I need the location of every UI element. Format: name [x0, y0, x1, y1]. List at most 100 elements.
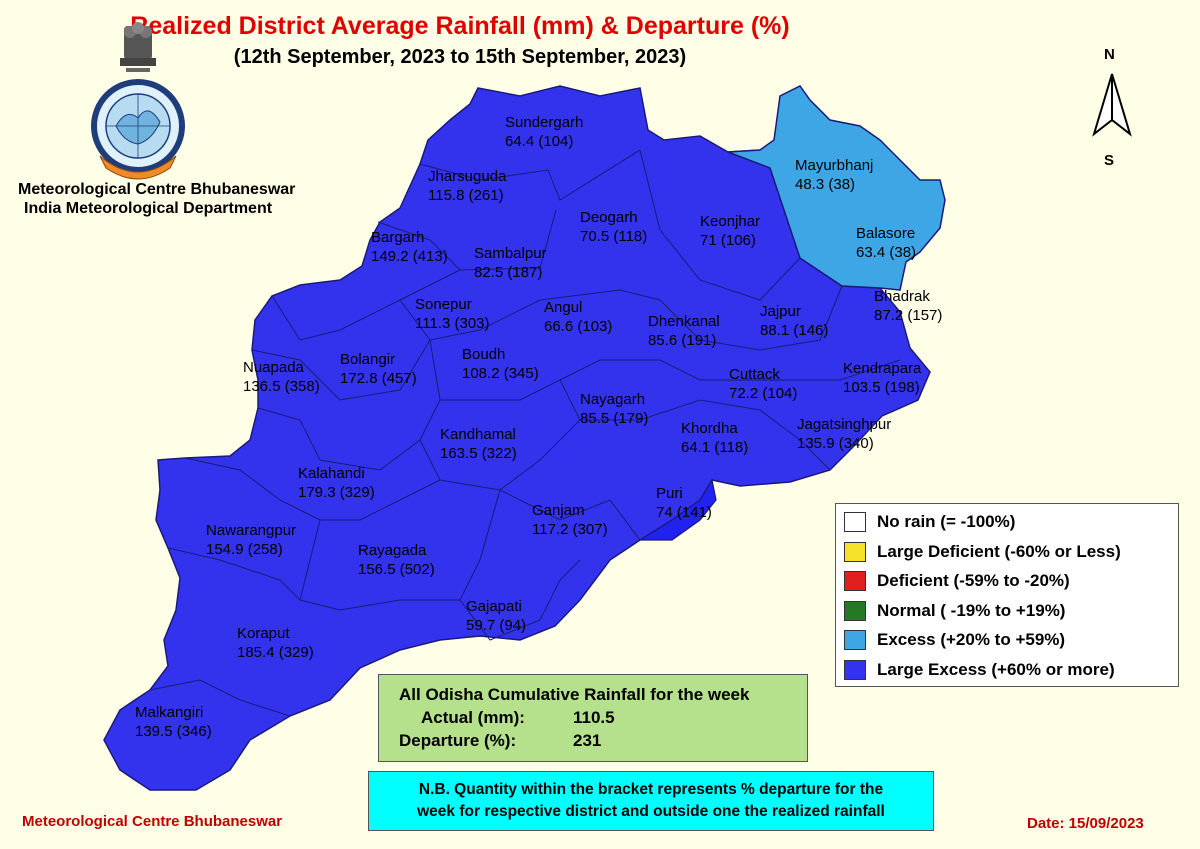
summary-heading: All Odisha Cumulative Rainfall for the w… [399, 685, 750, 704]
district-value-cuttack: 72.2 (104) [729, 385, 797, 402]
district-name-jagatsinghpur: Jagatsinghpur [797, 416, 891, 433]
district-value-bolangir: 172.8 (457) [340, 370, 417, 387]
summary-actual-label: Actual (mm): [421, 708, 525, 727]
district-name-nuapada: Nuapada [243, 359, 305, 376]
district-value-ganjam: 117.2 (307) [532, 521, 608, 538]
excess-region [727, 85, 946, 291]
district-name-nayagarh: Nayagarh [580, 391, 645, 408]
legend-label: Normal ( -19% to +19%) [877, 600, 1066, 620]
legend-label: No rain (= -100%) [877, 512, 1016, 531]
district-name-rayagada: Rayagada [358, 542, 427, 559]
legend: No rain (= -100%) Large Deficient (-60% o… [835, 503, 1179, 687]
legend-swatch [844, 571, 866, 591]
footer-org: Meteorological Centre Bhubaneswar [22, 813, 283, 830]
district-value-bargarh: 149.2 (413) [371, 248, 448, 265]
imd-logo [91, 22, 185, 180]
legend-item: Large Excess (+60% or more) [844, 658, 1115, 682]
district-value-nuapada: 136.5 (358) [243, 378, 320, 395]
legend-swatch [844, 541, 866, 562]
note-box: N.B. Quantity within the bracket represe… [368, 771, 934, 831]
district-name-bhadrak: Bhadrak [874, 288, 930, 305]
district-value-jagatsinghpur: 135.9 (340) [797, 435, 874, 452]
legend-label: Large Deficient (-60% or Less) [877, 541, 1121, 561]
district-name-khordha: Khordha [681, 420, 738, 437]
district-value-nayagarh: 85.5 (179) [580, 410, 648, 427]
district-name-malkangiri: Malkangiri [135, 704, 203, 721]
district-name-boudh: Boudh [462, 346, 505, 363]
district-name-gajapati: Gajapati [466, 598, 522, 615]
district-value-jharsuguda: 115.8 (261) [428, 187, 504, 204]
note-line1: N.B. Quantity within the bracket represe… [418, 781, 884, 798]
district-name-sundergarh: Sundergarh [505, 114, 583, 131]
district-name-cuttack: Cuttack [729, 366, 780, 383]
note-line2: week for respective district and outside… [417, 803, 885, 820]
district-value-puri: 74 (141) [656, 504, 712, 521]
org-name-line2: India Meteorological Department [24, 200, 273, 217]
map-title: Realized District Average Rainfall (mm) … [130, 12, 790, 40]
district-value-malkangiri: 139.5 (346) [135, 723, 212, 740]
district-name-balasore: Balasore [856, 225, 915, 242]
district-name-koraput: Koraput [237, 625, 290, 642]
district-value-balasore: 63.4 (38) [856, 244, 916, 261]
seal-icon [91, 79, 185, 180]
district-name-kalahandi: Kalahandi [298, 465, 365, 482]
district-value-jajpur: 88.1 (146) [760, 322, 828, 339]
compass-south-label: S [1104, 152, 1115, 169]
district-value-dhenkanal: 85.6 (191) [648, 332, 716, 349]
district-value-gajapati: 59.7 (94) [466, 617, 526, 634]
legend-item: Excess (+20% to +59%) [844, 628, 1065, 652]
district-borders [149, 149, 901, 717]
district-name-bargarh: Bargarh [371, 229, 424, 246]
legend-item: No rain (= -100%) [844, 510, 1015, 534]
legend-item: Large Deficient (-60% or Less) [844, 540, 1121, 564]
district-value-mayurbhanj: 48.3 (38) [795, 176, 855, 193]
district-name-dhenkanal: Dhenkanal [648, 313, 720, 330]
district-name-nawarangpur: Nawarangpur [206, 522, 296, 539]
legend-label: Excess (+20% to +59%) [877, 630, 1066, 649]
legend-item: Normal ( -19% to +19%) [844, 599, 1065, 623]
district-name-keonjhar: Keonjhar [700, 213, 760, 230]
district-name-sonepur: Sonepur [415, 296, 472, 313]
district-name-puri: Puri [656, 485, 683, 502]
district-value-angul: 66.6 (103) [544, 318, 612, 335]
district-value-nawarangpur: 154.9 (258) [206, 541, 283, 558]
district-value-boudh: 108.2 (345) [462, 365, 539, 382]
district-name-bolangir: Bolangir [340, 351, 395, 368]
legend-swatch [844, 659, 866, 680]
district-value-sonepur: 111.3 (303) [415, 315, 490, 332]
district-value-keonjhar: 71 (106) [700, 232, 756, 249]
puri-coast-patch [637, 478, 717, 541]
legend-label: Large Excess (+60% or more) [877, 659, 1115, 679]
footer-date: Date: 15/09/2023 [1027, 815, 1144, 832]
district-value-bhadrak: 87.2 (157) [874, 307, 942, 324]
district-name-kendrapara: Kendrapara [843, 360, 922, 377]
district-value-kendrapara: 103.5 (198) [843, 379, 920, 396]
legend-swatch [844, 512, 866, 532]
district-value-rayagada: 156.5 (502) [358, 561, 435, 578]
district-name-angul: Angul [544, 299, 582, 316]
emblem-icon [120, 22, 156, 72]
summary-departure-label: Departure (%): [399, 731, 517, 750]
district-name-kandhamal: Kandhamal [440, 426, 516, 443]
district-name-sambalpur: Sambalpur [474, 245, 547, 262]
district-value-kalahandi: 179.3 (329) [298, 484, 375, 501]
compass-north-label: N [1104, 46, 1115, 63]
summary-departure-value: 231 [573, 731, 602, 750]
district-name-jajpur: Jajpur [760, 303, 801, 320]
district-value-sundergarh: 64.4 (104) [505, 133, 573, 150]
legend-swatch [844, 600, 866, 621]
district-name-jharsuguda: Jharsuguda [428, 168, 507, 185]
district-labels: Sundergarh 64.4 (104) Jharsuguda 115.8 (261… [135, 114, 942, 740]
compass-arrow-icon [1092, 73, 1132, 137]
map-subtitle: (12th September, 2023 to 15th September,… [233, 46, 687, 68]
legend-label: Deficient (-59% to -20%) [877, 571, 1070, 590]
district-value-sambalpur: 82.5 (187) [474, 264, 542, 281]
legend-item: Deficient (-59% to -20%) [844, 569, 1070, 593]
district-value-khordha: 64.1 (118) [681, 439, 748, 456]
legend-swatch [844, 630, 866, 650]
district-value-kandhamal: 163.5 (322) [440, 445, 517, 462]
district-value-deogarh: 70.5 (118) [580, 228, 647, 245]
summary-actual-value: 110.5 [573, 708, 615, 727]
